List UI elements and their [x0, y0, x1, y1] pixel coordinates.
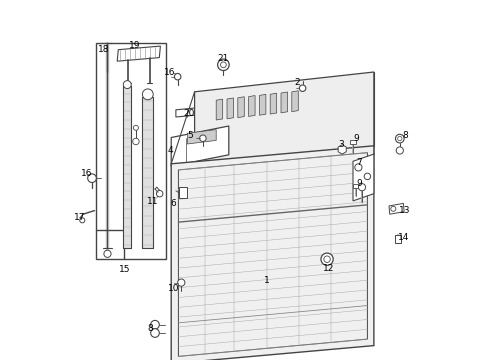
Circle shape [133, 125, 139, 130]
Circle shape [143, 89, 153, 100]
Circle shape [178, 279, 185, 286]
Text: 4: 4 [167, 146, 173, 155]
Bar [96, 43, 166, 259]
Polygon shape [227, 98, 233, 119]
Bar [353, 184, 358, 188]
Polygon shape [216, 99, 222, 120]
Circle shape [156, 190, 163, 197]
Text: 9: 9 [353, 134, 359, 143]
Bar [179, 187, 187, 198]
Circle shape [355, 164, 362, 171]
Circle shape [299, 85, 306, 91]
Text: 5: 5 [187, 131, 193, 140]
Circle shape [174, 73, 181, 80]
Circle shape [151, 320, 159, 329]
Text: 17: 17 [74, 213, 85, 222]
Text: 19: 19 [129, 41, 141, 50]
Text: 15: 15 [119, 266, 130, 275]
Circle shape [391, 206, 396, 211]
Polygon shape [281, 92, 288, 113]
Circle shape [324, 256, 330, 262]
Polygon shape [292, 91, 298, 112]
Polygon shape [389, 203, 404, 214]
Polygon shape [171, 146, 374, 360]
Polygon shape [248, 95, 255, 116]
Text: 14: 14 [398, 233, 410, 242]
Circle shape [321, 253, 333, 265]
Polygon shape [117, 46, 160, 61]
Text: 10: 10 [168, 284, 179, 293]
Circle shape [123, 81, 131, 89]
Text: 16: 16 [164, 68, 175, 77]
Bar [350, 140, 356, 144]
Text: 8: 8 [402, 131, 408, 140]
Text: 9: 9 [356, 179, 362, 188]
Circle shape [396, 147, 403, 154]
Text: 2: 2 [295, 78, 300, 87]
Polygon shape [259, 94, 266, 115]
Text: 12: 12 [323, 264, 335, 274]
Bar [395, 235, 400, 243]
Polygon shape [187, 130, 216, 144]
Text: 6: 6 [171, 199, 176, 208]
Text: 16: 16 [81, 169, 92, 178]
Polygon shape [176, 106, 215, 117]
Polygon shape [353, 154, 374, 201]
Polygon shape [270, 93, 277, 114]
Text: 18: 18 [98, 45, 110, 54]
Circle shape [398, 136, 402, 141]
Circle shape [218, 59, 229, 71]
Text: 20: 20 [184, 109, 195, 117]
Text: 1: 1 [264, 276, 270, 285]
Circle shape [133, 138, 139, 145]
Circle shape [395, 134, 404, 143]
Circle shape [88, 174, 97, 183]
Circle shape [220, 62, 226, 68]
Circle shape [80, 218, 85, 223]
Circle shape [151, 329, 159, 337]
Bar [143, 97, 153, 248]
Polygon shape [195, 72, 374, 175]
Bar [123, 86, 131, 248]
Circle shape [358, 184, 366, 191]
Circle shape [364, 173, 370, 180]
Polygon shape [171, 126, 229, 166]
Polygon shape [238, 97, 245, 118]
Circle shape [199, 135, 206, 141]
Text: 11: 11 [147, 197, 158, 206]
Text: 13: 13 [399, 206, 411, 215]
Text: 7: 7 [357, 158, 362, 167]
Circle shape [104, 250, 111, 257]
Text: 8: 8 [147, 324, 153, 333]
Text: 3: 3 [339, 140, 344, 149]
Text: 21: 21 [218, 54, 229, 63]
